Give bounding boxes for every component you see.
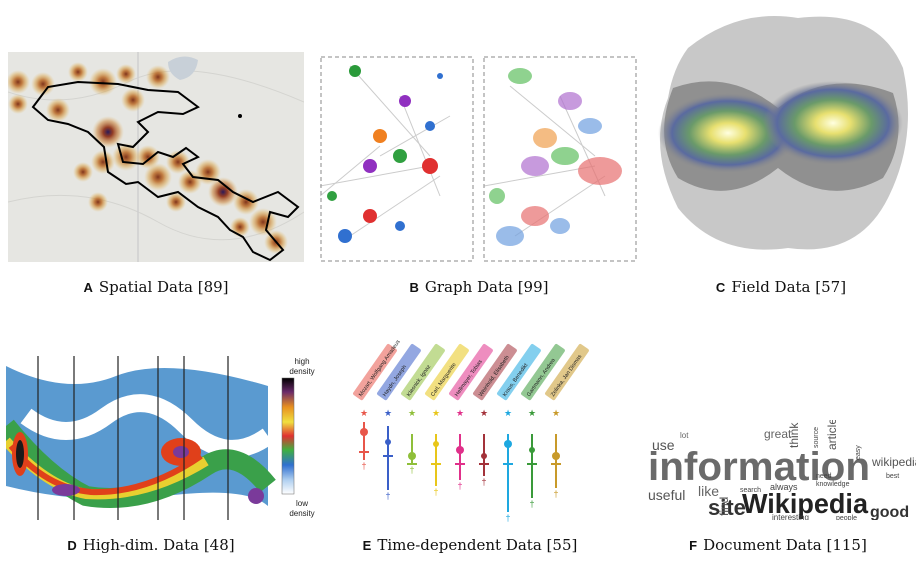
axes [37, 356, 229, 520]
word-good: good [870, 504, 909, 520]
panel-field-data [648, 8, 914, 264]
event-marker [529, 447, 535, 453]
panel-graph-data [319, 56, 638, 262]
node-clusters-left [327, 65, 443, 243]
death-cross: † [553, 489, 558, 499]
caption-a: A Spatial Data [89] [83, 278, 229, 296]
event-marker [385, 439, 391, 445]
word-information: information [648, 445, 870, 489]
event-marker [433, 441, 439, 447]
birth-star: ★ [408, 408, 416, 418]
word-use: use [652, 437, 675, 453]
caption-e: E Time-dependent Data [55] [362, 536, 578, 554]
death-cross: † [361, 461, 366, 471]
word-find: find [717, 497, 731, 516]
word-like: like [698, 483, 719, 499]
word-people: people [836, 515, 857, 520]
birth-star: ★ [480, 408, 488, 418]
word-need: need [816, 473, 832, 480]
event-marker [504, 440, 512, 448]
lifeline-chart: Mozart, Wolfgang Amadeus★†Haydn, Joseph★… [353, 339, 589, 523]
death-cross: † [385, 491, 390, 501]
word-great: great [764, 427, 792, 441]
event-marker [456, 446, 464, 454]
panel-spatial-data [6, 52, 305, 262]
death-cross: † [505, 513, 510, 523]
event-marker [481, 453, 487, 459]
death-cross: † [409, 465, 414, 475]
legend-high-density: density [289, 367, 314, 376]
volume-rendering [658, 16, 908, 250]
panel-highdim-data: high density low density [0, 356, 318, 520]
word-useful: useful [648, 487, 685, 503]
birth-star: ★ [528, 408, 536, 418]
density-legend-bar [281, 377, 295, 495]
word-easy: easy [855, 445, 862, 460]
word-best: best [886, 473, 899, 480]
death-cross: † [433, 487, 438, 497]
birth-star: ★ [432, 408, 440, 418]
event-marker [552, 452, 560, 460]
word-cloud: use information useful site Wikipedia go… [648, 412, 920, 522]
word-interesting: interesting [772, 513, 809, 520]
parallel-coordinates-density: high density low density [0, 356, 315, 520]
word-knowledge: knowledge [816, 481, 850, 488]
spatial-heatmap-map [6, 52, 305, 262]
caption-c: C Field Data [57] [715, 278, 847, 296]
word-always: always [770, 482, 798, 492]
legend-high: high [294, 357, 309, 366]
word-think: think [787, 422, 801, 448]
word-articles: articles [825, 420, 839, 450]
death-cross: † [529, 499, 534, 509]
caption-b: B Graph Data [99] [409, 278, 549, 296]
birth-star: ★ [384, 408, 392, 418]
birth-star: ★ [360, 408, 368, 418]
region-boundary [31, 80, 300, 262]
word-site: site [708, 495, 746, 520]
event-marker [408, 452, 416, 460]
legend-low-density: density [289, 509, 314, 518]
word-wikipedia-big: Wikipedia [742, 488, 868, 519]
death-cross: † [481, 477, 486, 487]
lifeline-0: Mozart, Wolfgang Amadeus★† [353, 339, 402, 471]
death-cross: † [457, 481, 462, 491]
birth-star: ★ [552, 408, 560, 418]
legend-low: low [296, 499, 308, 508]
caption-d: D High-dim. Data [48] [67, 536, 235, 554]
word-lot: lot [680, 431, 689, 440]
graph-clusters [319, 56, 637, 262]
word-source: source [813, 427, 820, 448]
panel-time-data: Mozart, Wolfgang Amadeus ★ † Haydn, Joseph ★… [344, 339, 594, 524]
event-marker [360, 428, 368, 436]
node-clusters-right [489, 68, 622, 246]
birth-star: ★ [504, 408, 512, 418]
caption-f: F Document Data [115] [689, 536, 867, 554]
word-search: search [740, 487, 761, 494]
birth-star: ★ [456, 408, 464, 418]
panel-document-data: use information useful site Wikipedia go… [640, 412, 920, 522]
